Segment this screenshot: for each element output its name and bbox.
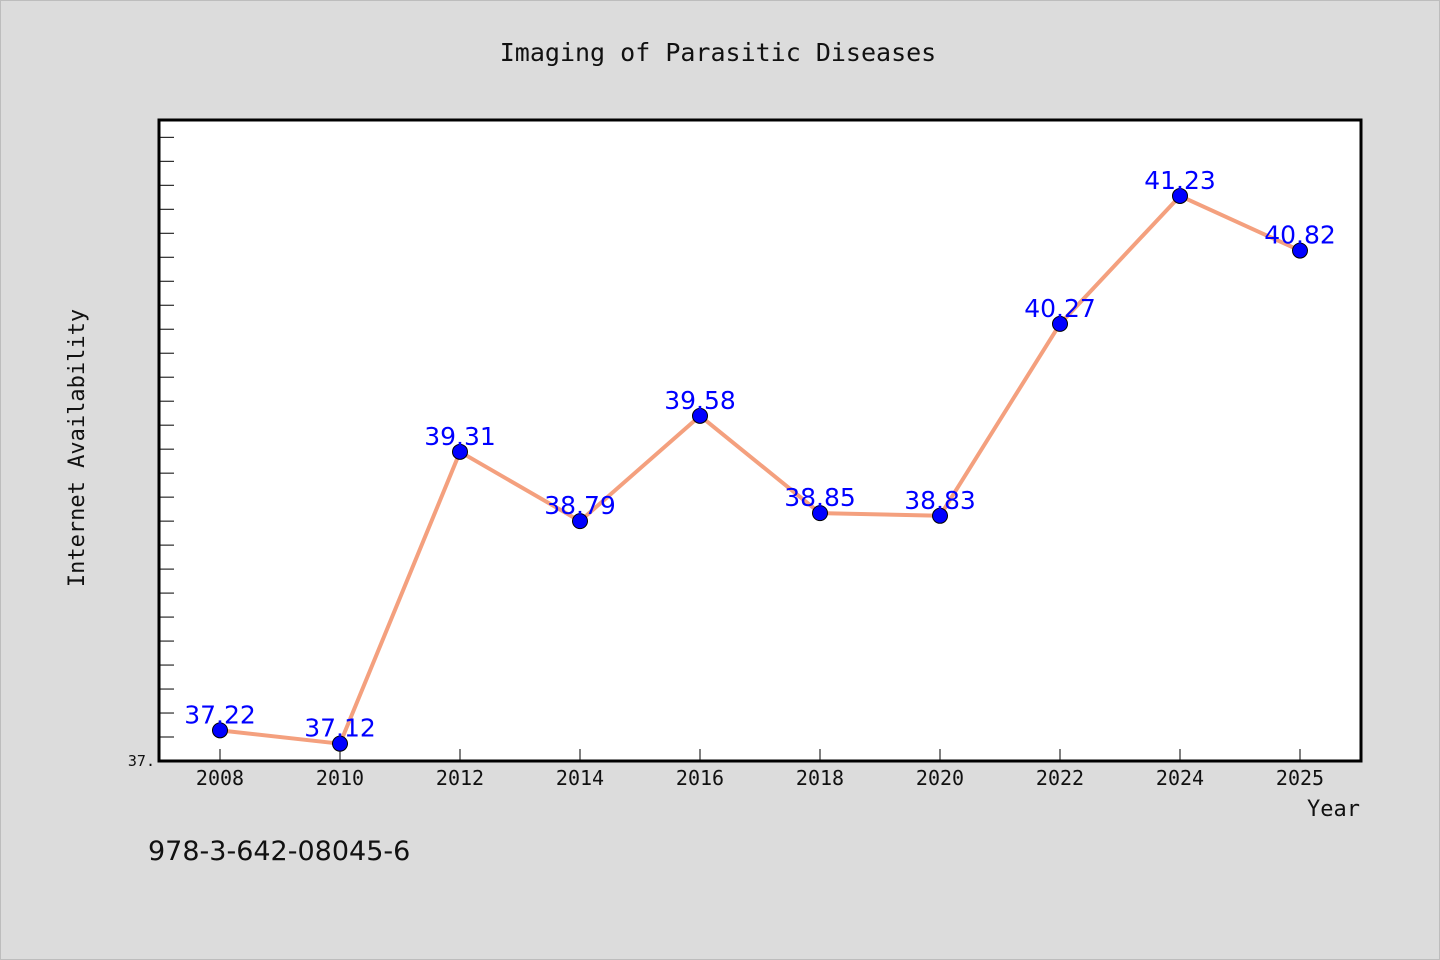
data-label: 37.22 xyxy=(184,700,256,729)
data-label: 38.79 xyxy=(544,491,616,520)
data-label: 41.23 xyxy=(1144,166,1216,195)
series-markers xyxy=(212,187,1308,752)
data-labels: 37.22 37.12 39.31 38.79 39.58 38.85 38.83 40.27… xyxy=(184,166,1336,743)
chart-title: Imaging of Parasitic Diseases xyxy=(500,38,937,67)
data-label: 39.58 xyxy=(664,386,736,415)
x-tick-label: 2016 xyxy=(676,766,724,790)
x-axis-title: Year xyxy=(1307,797,1360,822)
data-point xyxy=(812,505,828,522)
data-point xyxy=(692,407,708,424)
data-label: 37.12 xyxy=(304,714,376,743)
x-tick-label: 2010 xyxy=(316,766,364,790)
x-tick-label: 2024 xyxy=(1156,766,1204,790)
x-tick-label: 2025 xyxy=(1276,766,1324,790)
x-axis: 2008 2010 2012 2014 2016 2018 2020 2022 2024 2025 xyxy=(196,749,1324,790)
data-point xyxy=(452,443,468,460)
plot-area xyxy=(157,118,1363,763)
data-label: 40.82 xyxy=(1264,221,1336,250)
data-point xyxy=(1172,187,1188,204)
series-line xyxy=(219,193,1301,746)
data-label: 39.31 xyxy=(424,422,496,451)
isbn-text: 978-3-642-08045-6 xyxy=(148,836,411,867)
data-point xyxy=(1292,242,1308,259)
data-point xyxy=(932,507,948,524)
y-axis-ticks xyxy=(159,136,174,738)
data-point xyxy=(572,513,588,530)
data-point xyxy=(212,722,228,739)
data-point xyxy=(1052,315,1068,332)
y-axis-min-label: 37. xyxy=(128,752,155,770)
x-tick-label: 2022 xyxy=(1036,766,1084,790)
data-label: 40.27 xyxy=(1024,294,1096,323)
x-tick-label: 2020 xyxy=(916,766,964,790)
y-axis-title: Internet Availability xyxy=(65,309,90,587)
data-label: 38.85 xyxy=(784,483,856,512)
data-label: 38.83 xyxy=(904,486,976,515)
data-point xyxy=(332,735,348,752)
x-tick-label: 2014 xyxy=(556,766,604,790)
x-tick-label: 2012 xyxy=(436,766,484,790)
x-tick-label: 2018 xyxy=(796,766,844,790)
x-tick-label: 2008 xyxy=(196,766,244,790)
